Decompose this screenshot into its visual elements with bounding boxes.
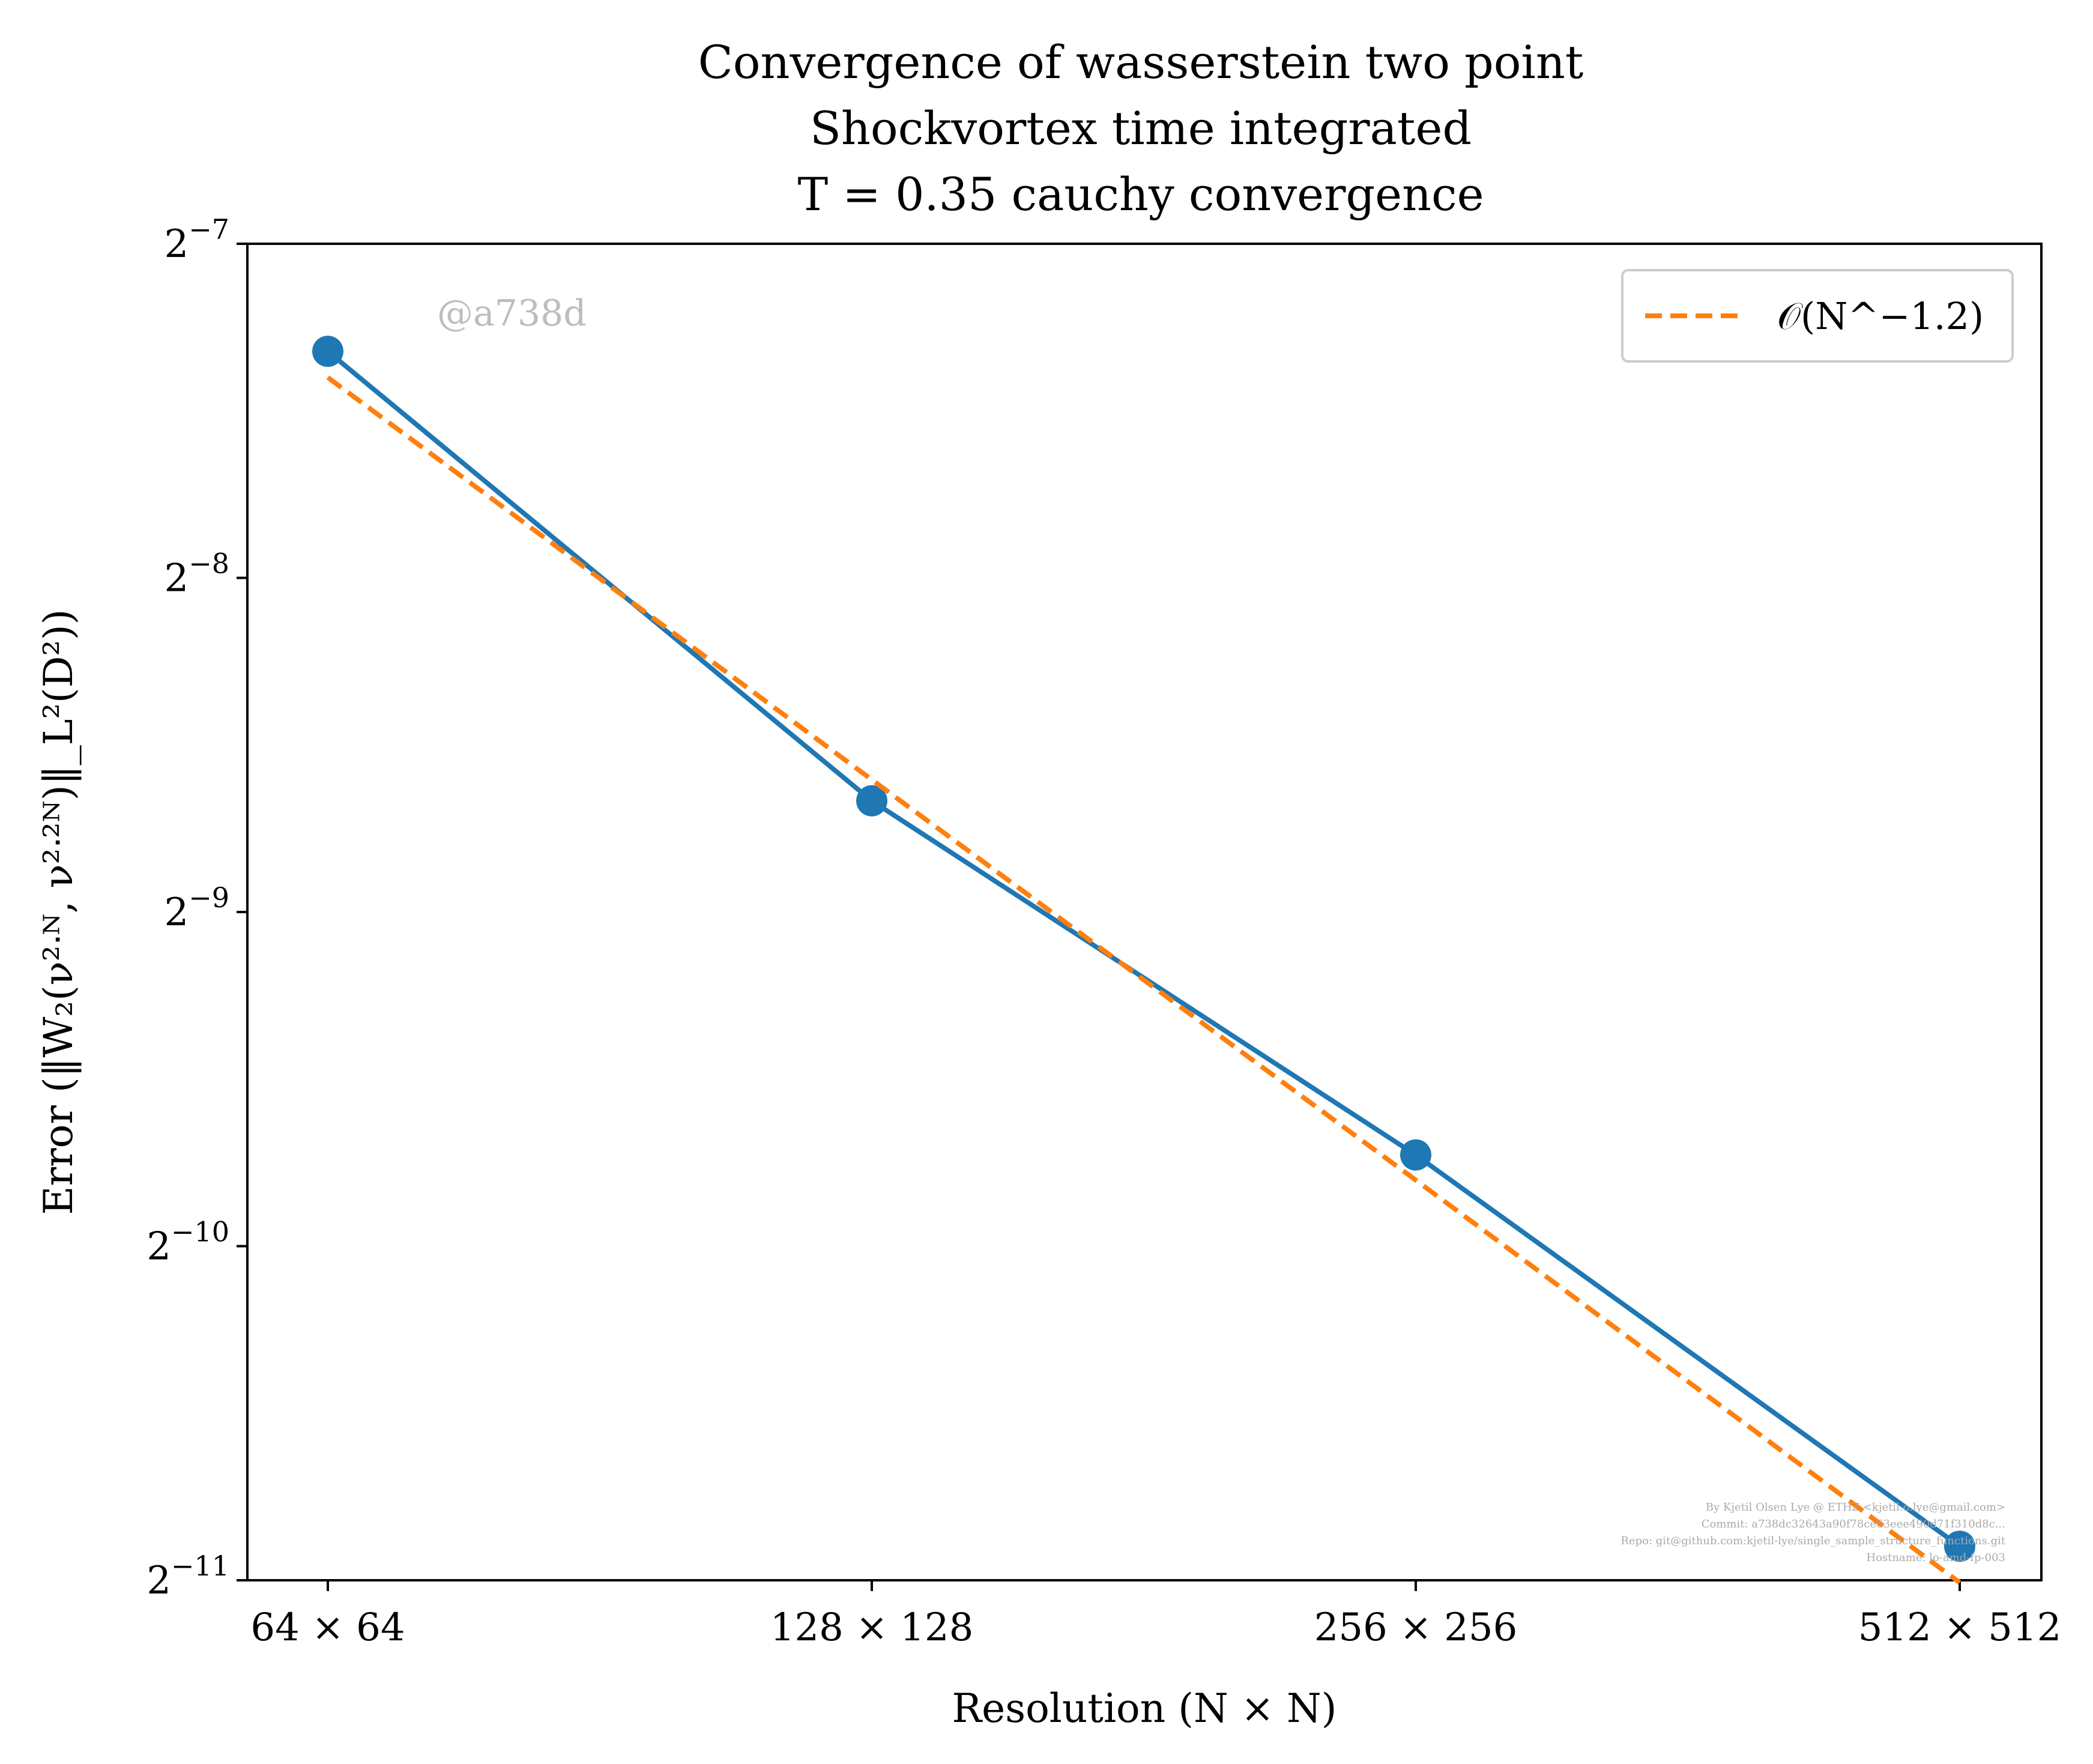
x-axis-label: Resolution (N × N) [952,1685,1336,1732]
y-tick-label: 2−8 [164,548,229,601]
data-point [312,336,343,367]
watermark: @a738d [437,292,587,334]
y-axis: 2−7 2−8 2−9 2−10 2−11 [146,213,247,1603]
y-tick-label: 2−10 [146,1216,229,1269]
x-tick-label: 256 × 256 [1314,1605,1518,1650]
title-line-1: Convergence of wasserstein two point [698,35,1584,89]
error-line [326,349,1962,1548]
y-tick-label: 2−11 [146,1550,229,1603]
credit-line-1: By Kjetil Olsen Lye @ ETHZ <kjetil.o.lye… [1706,1501,2005,1514]
data-point [1400,1139,1431,1171]
credit-line-3: Repo: git@github.com:kjetil-lye/single_s… [1620,1535,2005,1547]
legend: 𝒪(N^−1.2) [1621,269,2014,363]
credits: By Kjetil Olsen Lye @ ETHZ <kjetil.o.lye… [1620,1501,2005,1564]
reference-line-big-o [326,375,1962,1585]
plot-area [246,243,2043,1581]
data-point [856,785,887,817]
legend-box [1621,269,2014,363]
credit-line-2: Commit: a738dc32643a90f78ce63eee490d71f3… [1702,1518,2005,1530]
title-line-3: T = 0.35 cauchy convergence [797,168,1484,221]
series-layer [312,336,1975,1585]
x-axis: 64 × 64 128 × 128 256 × 256 512 × 512 [250,1580,2061,1650]
y-tick-label: 2−9 [164,881,229,935]
chart-title: Convergence of wasserstein two point Sho… [698,35,1584,221]
title-line-2: Shockvortex time integrated [810,101,1472,155]
x-tick-label: 128 × 128 [770,1605,974,1650]
legend-label-big-o: 𝒪(N^−1.2) [1777,294,1984,338]
data-point [1944,1530,1975,1562]
x-tick-label: 512 × 512 [1858,1605,2062,1650]
y-axis-label: Error (‖W₂(ν²ᐧᴺ, ν²ᐧ²ᴺ)‖_L²(D²)) [35,609,82,1215]
credit-line-4: Hostname: lo-amd-fp-003 [1866,1551,2005,1564]
y-tick-label: 2−7 [164,213,229,267]
x-tick-label: 64 × 64 [250,1605,405,1650]
